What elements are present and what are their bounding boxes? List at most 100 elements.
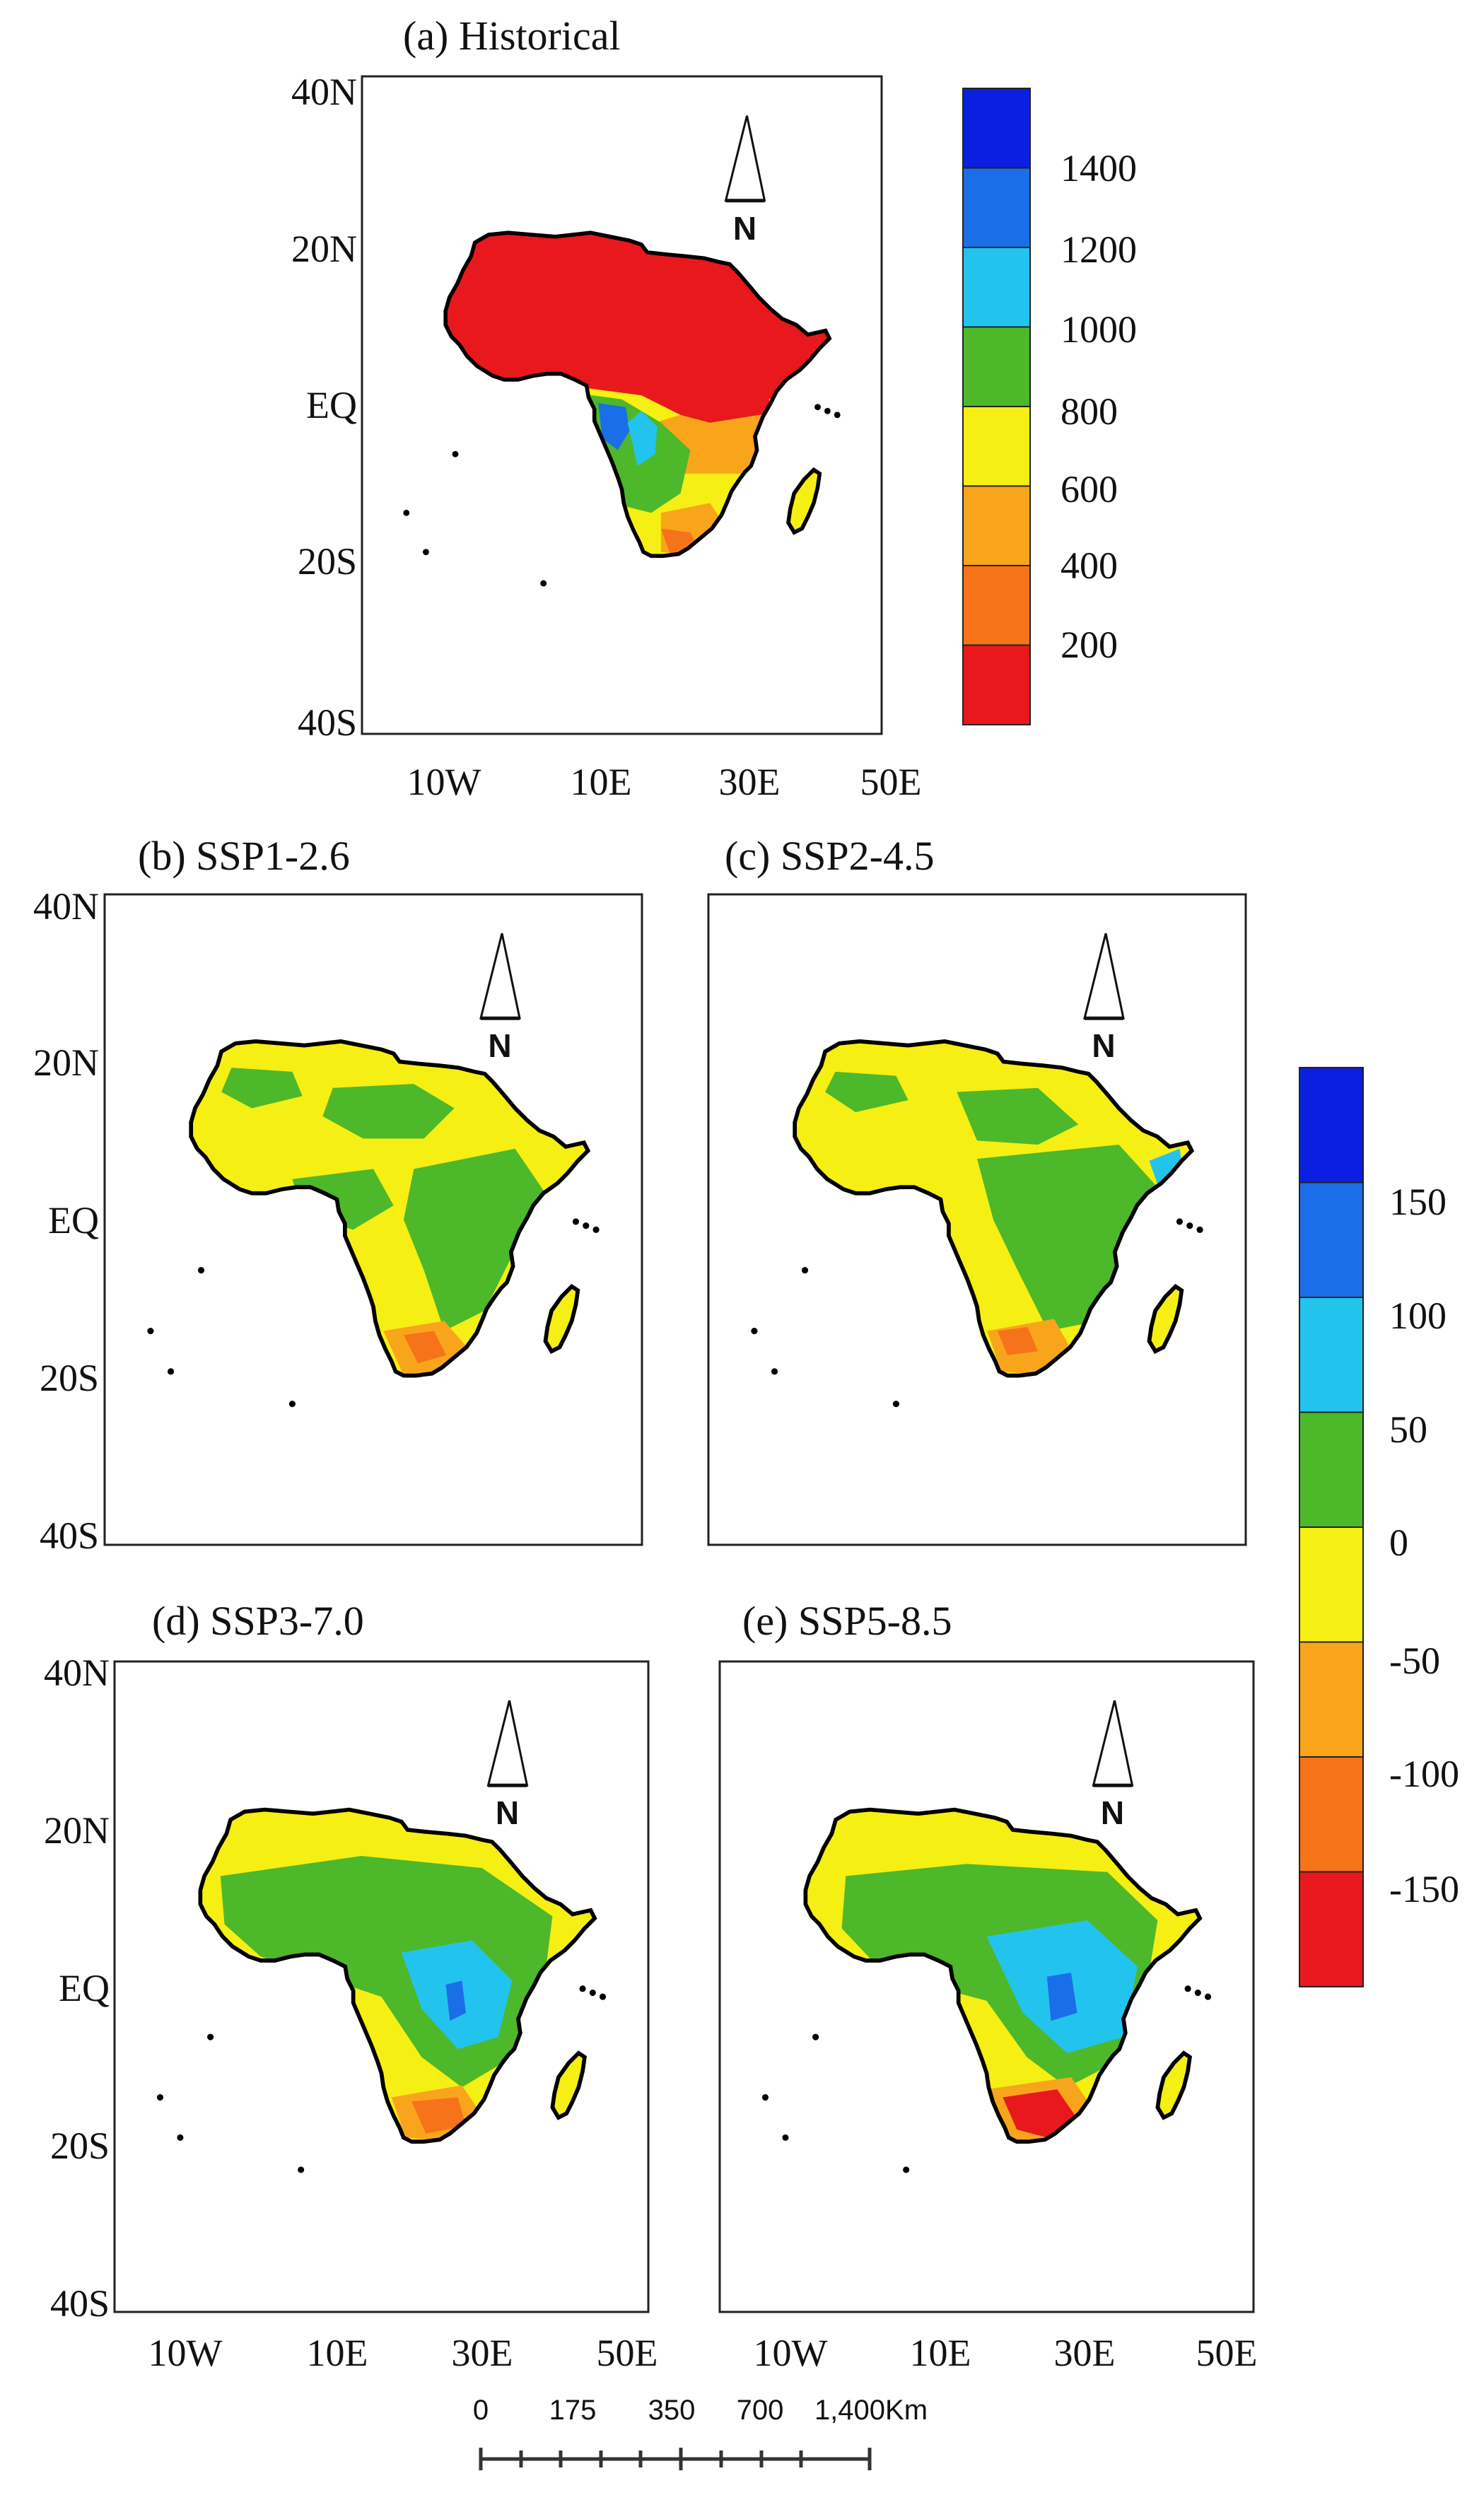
scale-bar-label: 350	[648, 2395, 696, 2426]
colorbar-label: 800	[1061, 390, 1118, 433]
north-arrow-label: N	[496, 1794, 519, 1831]
colorbar-swatch	[962, 326, 1031, 407]
colorbar-swatch	[1299, 1181, 1364, 1298]
colorbar-swatch	[962, 167, 1031, 248]
island-dot	[824, 407, 831, 414]
island-dot	[903, 2166, 910, 2173]
lat-label: 20N	[33, 1041, 99, 1084]
north-arrow-icon: N	[486, 1700, 529, 1831]
north-arrow-icon: N	[479, 933, 521, 1064]
colorbar-swatch	[1299, 1411, 1364, 1528]
lat-label: EQ	[306, 384, 357, 426]
island-dot	[1196, 1226, 1203, 1233]
lat-label: 20N	[291, 228, 357, 270]
colorbar-swatch	[1299, 1297, 1364, 1413]
lat-label: 40N	[291, 71, 357, 113]
north-arrow-icon: N	[1092, 1700, 1134, 1831]
map-field-region	[322, 1084, 455, 1139]
scale-bar-label: 175	[549, 2395, 597, 2426]
lat-label: 20S	[298, 540, 357, 583]
colorbar-swatch	[962, 644, 1031, 725]
colorbar-change: 150 100 50 0 -50 -100 -150	[1299, 1067, 1459, 1987]
island-dot	[288, 1401, 296, 1408]
lat-label: 40S	[40, 1514, 99, 1557]
map-field-region	[1046, 1973, 1077, 2021]
panel-d-title: (d) SSP3-7.0	[152, 1598, 364, 1644]
panel-c-title: (c) SSP2-4.5	[725, 833, 934, 879]
lat-label: 20S	[50, 2125, 110, 2167]
colorbar-label: 200	[1061, 624, 1118, 666]
map-field-region	[957, 1087, 1079, 1145]
lat-labels-a: 40N 20N EQ 20S 40S	[291, 71, 357, 744]
lon-label: 10E	[571, 761, 632, 803]
island-dot	[814, 404, 821, 411]
island-dot	[540, 580, 547, 587]
colorbar-label: 1000	[1061, 308, 1137, 351]
scale-bar-label: 0	[473, 2395, 489, 2426]
map-field-region	[445, 1980, 467, 2021]
map-field-region	[1003, 2089, 1080, 2138]
panel-b-title: (b) SSP1-2.6	[138, 833, 350, 879]
island-dot	[1176, 1218, 1184, 1225]
lon-label: 50E	[1196, 2332, 1258, 2374]
lon-label: 10W	[148, 2332, 223, 2374]
north-arrow-label: N	[1092, 1027, 1115, 1064]
colorbar-label: 0	[1389, 1521, 1408, 1564]
island-dot	[599, 1993, 607, 2000]
lat-label: 20S	[40, 1357, 99, 1399]
lon-labels-d: 10W 10E 30E 50E	[148, 2332, 658, 2374]
colorbar-label: -50	[1389, 1640, 1440, 1682]
lon-labels-e: 10W 10E 30E 50E	[754, 2332, 1258, 2374]
colorbar-swatch	[962, 485, 1031, 566]
island-dot	[167, 1368, 175, 1375]
island-dot	[892, 1401, 899, 1408]
map-field-region	[403, 1331, 447, 1364]
colorbar-label: -150	[1389, 1868, 1459, 1910]
lon-label: 10E	[307, 2332, 368, 2374]
colorbar-label: 100	[1389, 1295, 1447, 1337]
map-field-region	[411, 2097, 467, 2134]
north-arrow-icon: N	[724, 115, 766, 247]
lat-label: 40S	[50, 2282, 110, 2325]
colorbar-label: -100	[1389, 1753, 1459, 1795]
colorbar-label: 400	[1061, 544, 1118, 587]
island-dot	[583, 1222, 590, 1229]
island-dot	[177, 2134, 184, 2141]
map-field-region	[403, 1148, 546, 1331]
colorbar-swatch	[1299, 1067, 1364, 1184]
north-arrow-label: N	[488, 1027, 511, 1064]
colorbar-swatch	[962, 565, 1031, 646]
map-panel-ssp245: N	[707, 893, 1247, 1546]
lat-labels-d: 40N 20N EQ 20S 40S	[44, 1652, 110, 2325]
island-dot	[1204, 1993, 1212, 2000]
lon-label: 50E	[597, 2332, 658, 2374]
lon-label: 10W	[407, 761, 481, 803]
island-dot	[423, 549, 429, 556]
island-dot	[771, 1368, 778, 1375]
lat-label: 20N	[44, 1809, 110, 1852]
map-panel-ssp126: N	[103, 893, 643, 1546]
colorbar-swatch	[1299, 1641, 1364, 1758]
colorbar-swatch	[1299, 1756, 1364, 1873]
island-dot	[207, 2033, 214, 2040]
island-dot	[761, 2093, 769, 2101]
colorbar-label: 1400	[1061, 147, 1137, 189]
lat-label: EQ	[59, 1967, 110, 2009]
colorbar-label: 50	[1389, 1408, 1427, 1451]
map-field-region	[598, 403, 630, 450]
panel-e-title: (e) SSP5-8.5	[742, 1598, 952, 1644]
scale-bar-label: 1,400Km	[814, 2395, 928, 2426]
lon-label: 30E	[719, 761, 781, 803]
island-dot	[156, 2093, 164, 2101]
island-dot	[1186, 1222, 1193, 1229]
colorbar-historical: 1400 1200 1000 800 600 400 200	[962, 88, 1137, 725]
island-dot	[812, 2033, 819, 2040]
colorbar-swatch	[1299, 1871, 1364, 1987]
colorbar-swatch	[962, 406, 1031, 487]
island-dot	[572, 1218, 580, 1225]
island-dot	[403, 509, 410, 516]
colorbar-label: 600	[1061, 468, 1118, 510]
map-panel-historical: N	[361, 75, 883, 735]
colorbar-label: 1200	[1061, 228, 1137, 271]
